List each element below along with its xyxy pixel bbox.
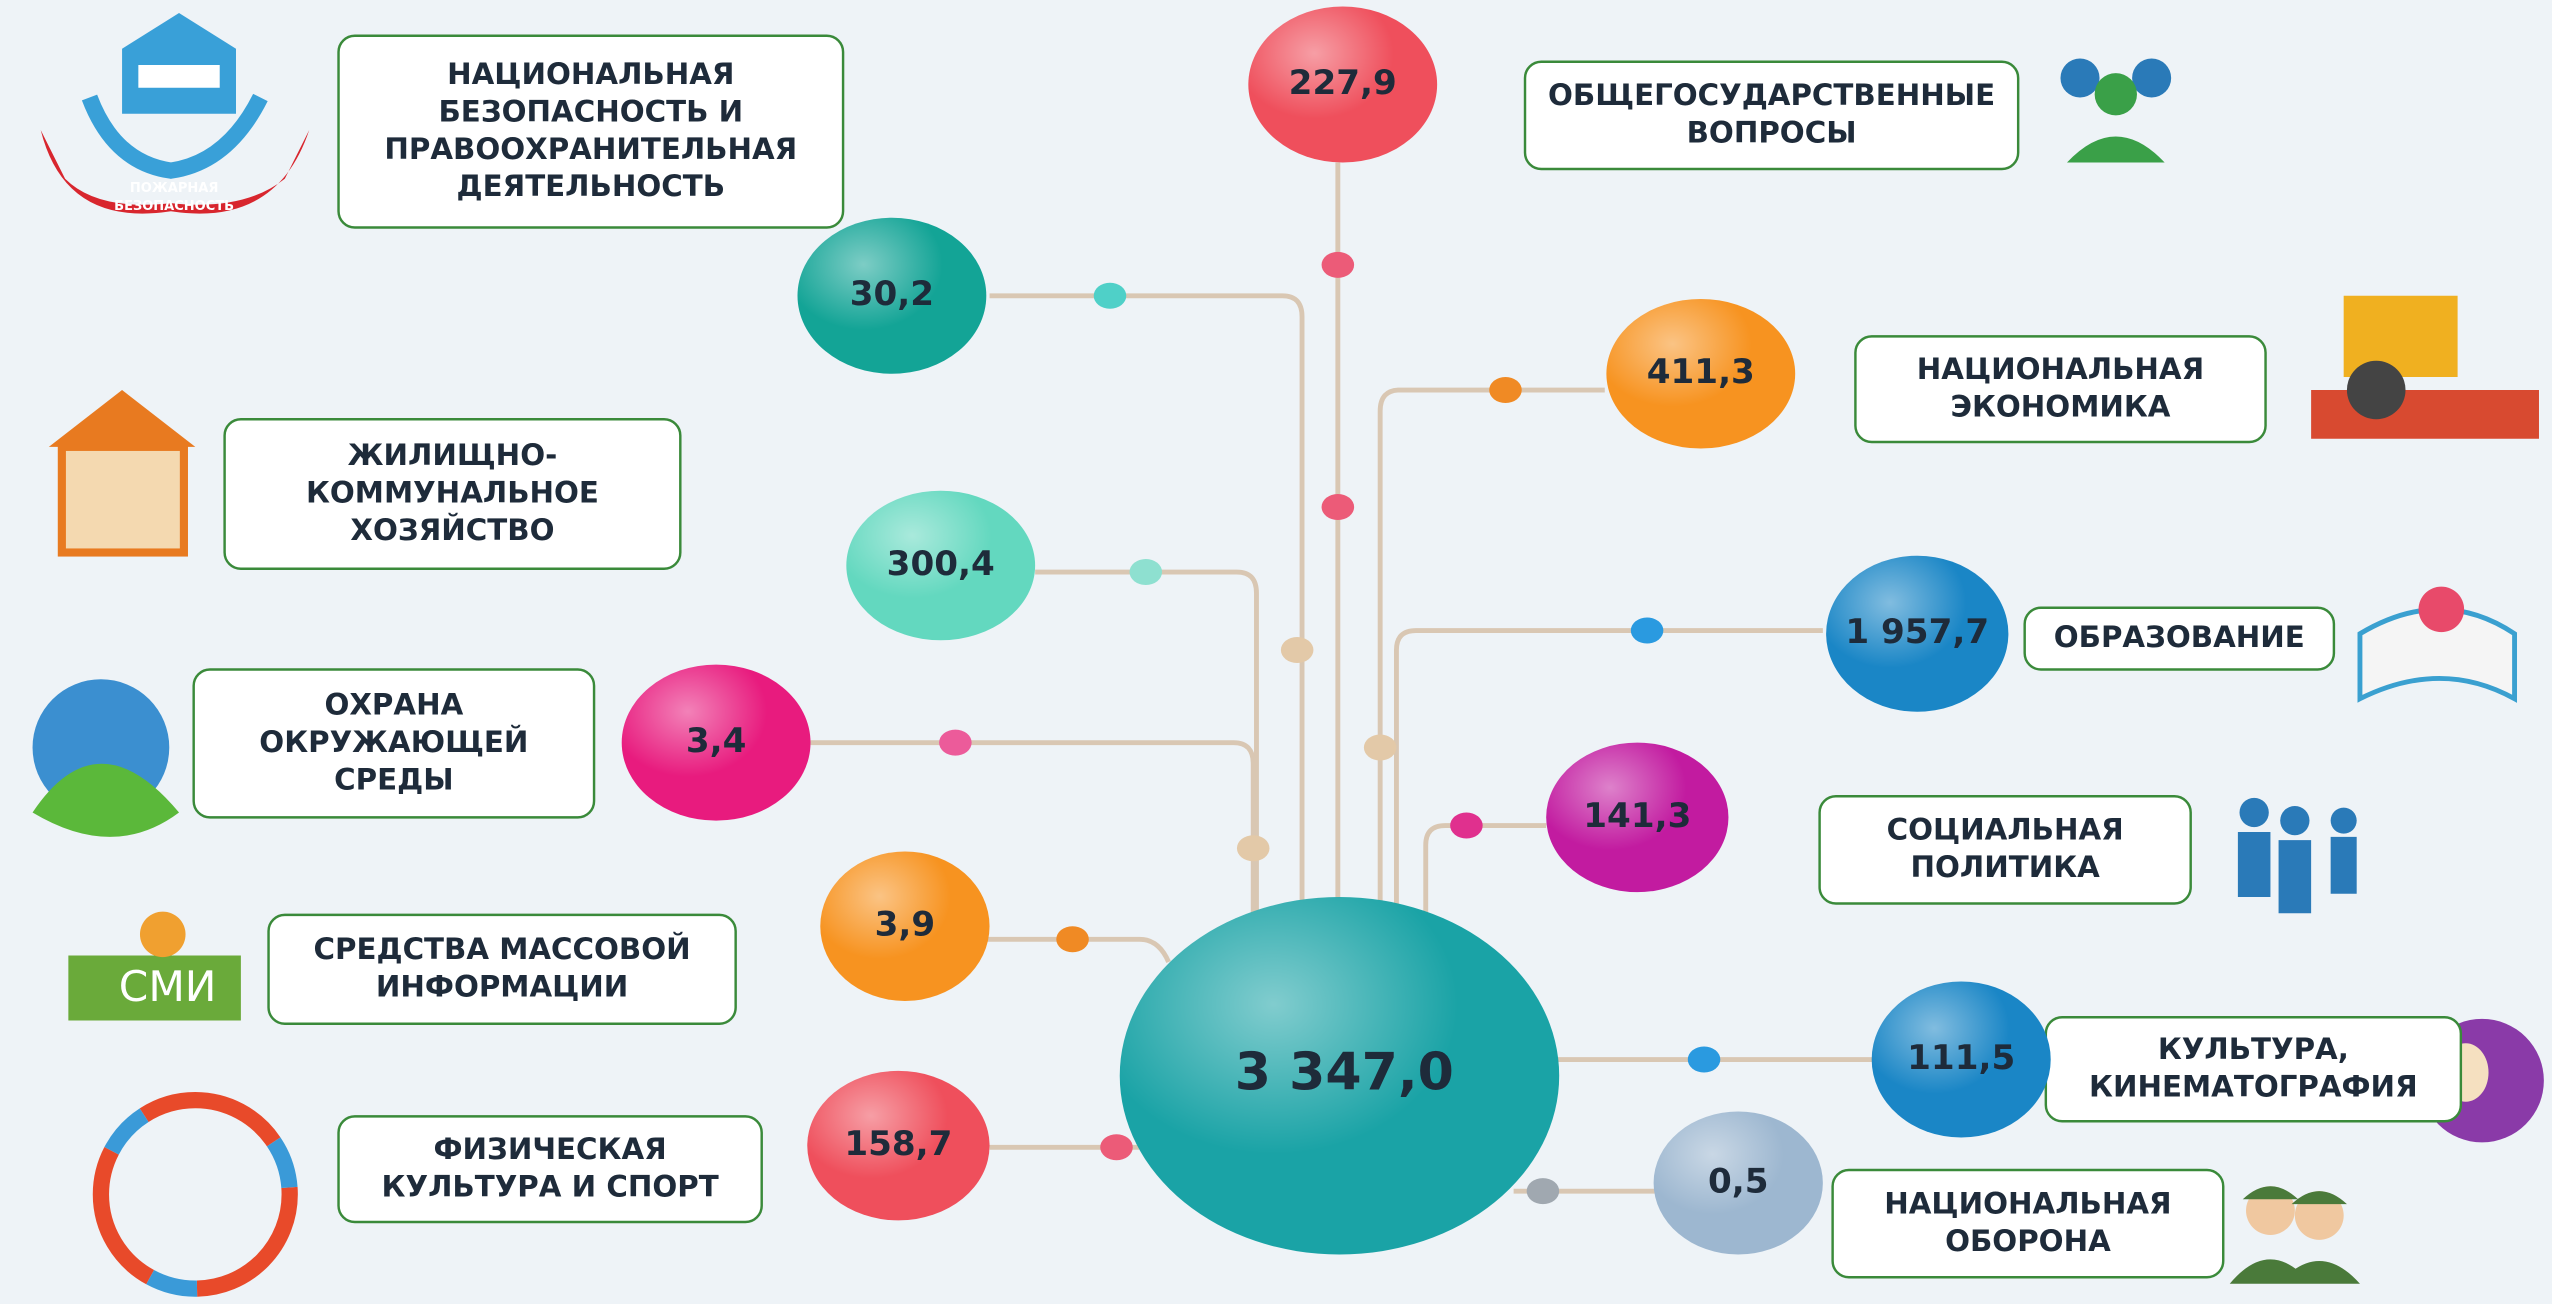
infographic: ПОЖАРНАЯ БЕЗОПАСНОСТЬ СМИ xyxy=(0,0,2552,1300)
connector-dot xyxy=(1100,1134,1133,1160)
sector-value: 158,7 xyxy=(844,1124,952,1164)
sector-value: 111,5 xyxy=(1907,1038,2015,1078)
sector-value: 30,2 xyxy=(850,274,934,314)
connector-dot xyxy=(1281,637,1314,663)
icon-text: ПОЖАРНАЯ xyxy=(130,181,218,196)
connector-dot xyxy=(1056,926,1089,952)
sector-label: СОЦИАЛЬНАЯ xyxy=(1887,813,2124,847)
sector-label: ДЕЯТЕЛЬНОСТЬ xyxy=(457,169,725,203)
connector-dot xyxy=(1130,559,1163,585)
icon-text: БЕЗОПАСНОСТЬ xyxy=(114,199,234,214)
sector-label: НАЦИОНАЛЬНАЯ xyxy=(1884,1186,2171,1220)
connector-dot xyxy=(1322,494,1355,520)
sector-value: 141,3 xyxy=(1583,796,1691,836)
total-value: 3 347,0 xyxy=(1235,1043,1454,1103)
sector-label: ЖИЛИЩНО- xyxy=(348,438,558,472)
total-bubble: 3 347,0 xyxy=(1120,897,1559,1255)
connector-dot xyxy=(1527,1178,1560,1204)
sector-value: 227,9 xyxy=(1289,63,1397,103)
connector-dot xyxy=(1322,252,1355,278)
connector-dot xyxy=(1631,618,1664,644)
sector-label: КУЛЬТУРА И СПОРТ xyxy=(382,1169,719,1203)
sector-label: ХОЗЯЙСТВО xyxy=(350,512,554,547)
sector-label: ОКРУЖАЮЩЕЙ xyxy=(259,724,528,759)
sector-label: ОБЩЕГОСУДАРСТВЕННЫЕ xyxy=(1548,78,1995,112)
sector-label: КУЛЬТУРА, xyxy=(2158,1032,2349,1066)
sector-value: 1 957,7 xyxy=(1845,612,1989,652)
connector-dot xyxy=(1237,835,1270,861)
sector-value: 3,4 xyxy=(686,721,747,761)
sector-label: БЕЗОПАСНОСТЬ И xyxy=(438,94,743,128)
sector-value: 3,9 xyxy=(875,905,936,945)
sector-label: ВОПРОСЫ xyxy=(1687,116,1857,150)
sector-label: КОММУНАЛЬНОЕ xyxy=(306,476,599,510)
sector-label: СРЕДСТВА МАССОВОЙ xyxy=(314,931,691,966)
sector-label: ИНФОРМАЦИИ xyxy=(376,970,628,1004)
sector-value: 300,4 xyxy=(887,544,995,584)
sector-label: ФИЗИЧЕСКАЯ xyxy=(434,1132,667,1166)
sector-value: 411,3 xyxy=(1647,352,1755,392)
sector-label: НАЦИОНАЛЬНАЯ xyxy=(447,57,734,91)
connector-dot xyxy=(1489,377,1522,403)
sector-label: СРЕДЫ xyxy=(334,762,453,796)
connector-dot xyxy=(1688,1047,1721,1073)
sector-label: НАЦИОНАЛЬНАЯ xyxy=(1917,352,2204,386)
connector-dot xyxy=(1094,283,1127,309)
sector-label: ПОЛИТИКА xyxy=(1910,850,2100,884)
connector-dot xyxy=(1364,735,1397,761)
connector-dot xyxy=(1450,813,1483,839)
sector-label: ПРАВООХРАНИТЕЛЬНАЯ xyxy=(384,132,797,166)
sector-value: 0,5 xyxy=(1708,1162,1769,1202)
sector-label: ОХРАНА xyxy=(324,688,463,722)
sector-label: ЭКОНОМИКА xyxy=(1950,389,2170,423)
connector-dot xyxy=(939,730,972,756)
sector-label: ОБРАЗОВАНИЕ xyxy=(2054,620,2305,654)
sector-label: КИНЕМАТОГРАФИЯ xyxy=(2089,1069,2418,1103)
sector-label: ОБОРОНА xyxy=(1945,1224,2111,1258)
page: ПОЖАРНАЯ БЕЗОПАСНОСТЬ СМИ xyxy=(0,0,2552,1300)
icon-text: СМИ xyxy=(119,962,217,1011)
